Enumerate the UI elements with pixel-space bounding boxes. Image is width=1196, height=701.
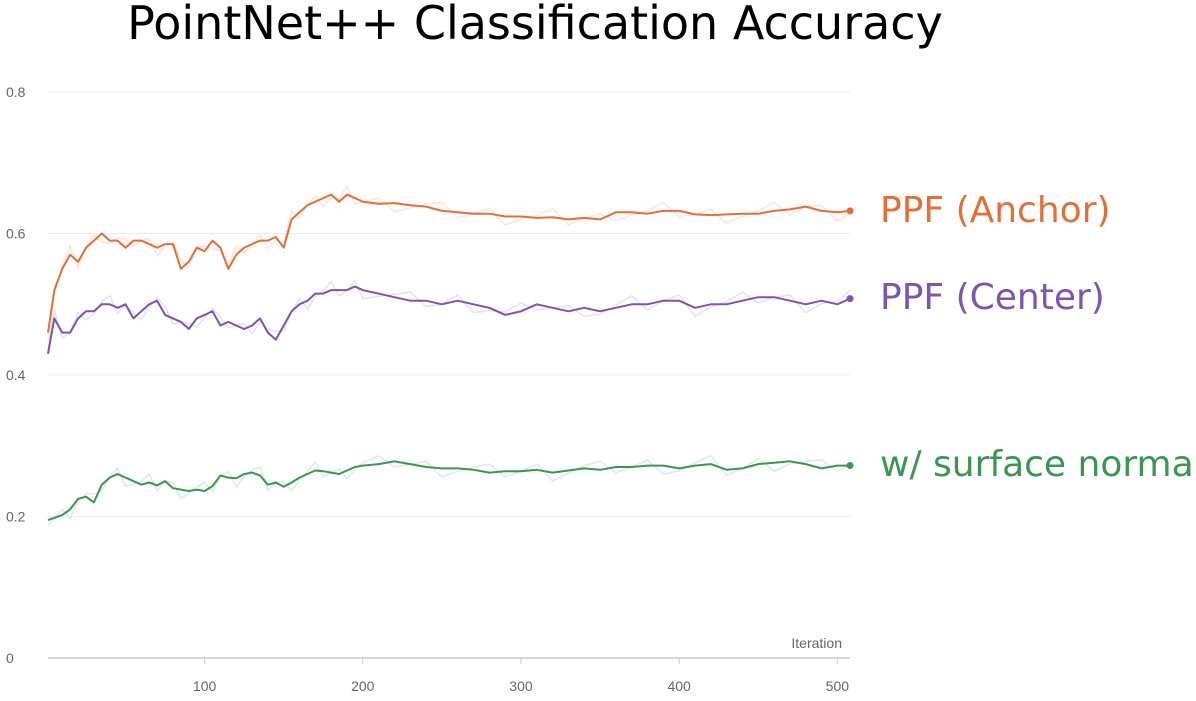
- series-line: [47, 460, 850, 521]
- y-tick-label: 0.4: [6, 367, 26, 383]
- x-tick-label: 400: [667, 678, 691, 694]
- series-label-ppf-center: PPF (Center): [880, 277, 1105, 318]
- grid-lines: [48, 91, 850, 517]
- x-tick-label: 300: [509, 678, 533, 694]
- x-tick-label: 200: [351, 678, 375, 694]
- y-tick-label: 0.2: [6, 509, 26, 525]
- series-label-ppf-anchor: PPF (Anchor): [880, 190, 1111, 231]
- series-raw-line: [47, 184, 851, 342]
- series-line: [47, 193, 851, 333]
- x-axis-label: Iteration: [791, 635, 842, 651]
- y-axis-ticks: 0 0.2 0.4 0.6 0.8: [6, 84, 26, 666]
- series-end-point: [846, 462, 854, 470]
- x-tick-label: 100: [193, 678, 217, 694]
- series-line: [47, 285, 851, 354]
- chart-title: PointNet++ Classification Accuracy: [127, 0, 943, 50]
- x-axis-ticks: 100 200 300 400 500: [193, 658, 849, 694]
- series-raw-line: [47, 454, 851, 527]
- series-end-point: [846, 295, 854, 303]
- y-tick-label: 0: [6, 650, 14, 666]
- series-label-surface-normal: w/ surface normal: [880, 444, 1196, 485]
- y-tick-label: 0.8: [6, 84, 26, 100]
- series-end-point: [846, 207, 854, 215]
- series-lines: [47, 184, 854, 527]
- x-tick-label: 500: [826, 678, 850, 694]
- y-tick-label: 0.6: [6, 226, 26, 242]
